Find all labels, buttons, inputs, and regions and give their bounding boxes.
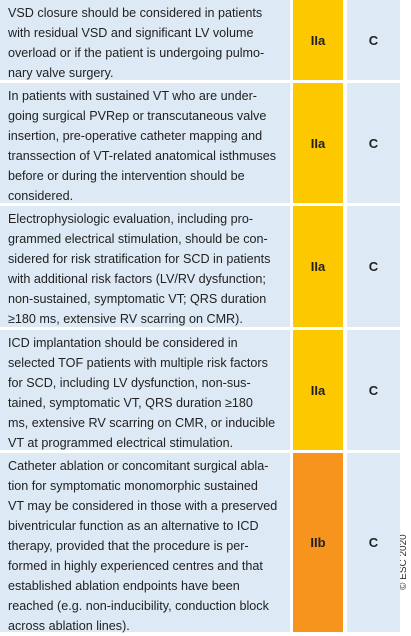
recommendation-text: Electrophysiologic evaluation, including… [0,206,290,327]
text-line: Catheter ablation or concomitant surgica… [8,459,269,473]
text-line: Electrophysiologic evaluation, including… [8,212,254,226]
text-line: ICD implantation should be considered in [8,336,238,350]
level-cell: C [347,0,400,80]
text-line: therapy, provided that the procedure is … [8,539,249,553]
text-line: VSD closure should be considered in pati… [8,6,263,20]
table-row: Catheter ablation or concomitant surgica… [0,453,400,633]
recommendation-text: ICD implantation should be considered in… [0,330,290,450]
text-line: considered. [8,189,74,203]
table-row: In patients with sustained VT who are un… [0,83,400,203]
table-row: Electrophysiologic evaluation, including… [0,206,400,327]
level-cell: C [347,453,400,632]
class-cell: IIa [293,330,343,450]
table-row: VSD closure should be considered in pati… [0,0,400,80]
level-cell: C [347,330,400,450]
text-line: sidered for risk stratification for SCD … [8,252,271,266]
recommendation-text: In patients with sustained VT who are un… [0,83,290,203]
text-line: going surgical PVRep or transcutaneous v… [8,109,267,123]
text-line: before or during the intervention should… [8,169,245,183]
text-line: VT at programmed electrical stimulation. [8,436,234,450]
text-line: established ablation endpoints have been [8,579,240,593]
recommendation-text: VSD closure should be considered in pati… [0,0,290,80]
class-cell: IIa [293,83,343,203]
text-line: grammed electrical stimulation, should b… [8,232,268,246]
text-line: non-sustained, symptomatic VT; QRS durat… [8,292,267,306]
class-cell: IIa [293,0,343,80]
text-line: with residual VSD and significant LV vol… [8,26,254,40]
text-line: with additional risk factors (LV/RV dysf… [8,272,266,286]
text-line: tion for symptomatic monomorphic sustain… [8,479,258,493]
table-row: ICD implantation should be considered in… [0,330,400,450]
text-line: reached (e.g. non-inducibility, conducti… [8,599,269,613]
text-line: VT may be considered in those with a pre… [8,499,278,513]
text-line: biventricular function as an alternative… [8,519,259,533]
text-line: for SCD, including LV dysfunction, non-s… [8,376,251,390]
class-cell: IIb [293,453,343,632]
text-line: nary valve surgery. [8,66,114,80]
level-cell: C [347,206,400,327]
level-cell: C [347,83,400,203]
text-line: selected TOF patients with multiple risk… [8,356,268,370]
text-line: transsection of VT-related anatomical is… [8,149,277,163]
text-line: tained, symptomatic VT, QRS duration ≥18… [8,396,253,410]
text-line: In patients with sustained VT who are un… [8,89,257,103]
recommendation-text: Catheter ablation or concomitant surgica… [0,453,290,633]
text-line: ms, extensive RV scarring on CMR, or ind… [8,416,276,430]
class-cell: IIa [293,206,343,327]
text-line: ≥180 ms, extensive RV scarring on CMR). [8,312,243,326]
text-line: formed in highly experienced centres and… [8,559,263,573]
text-line: overload or if the patient is undergoing… [8,46,265,60]
text-line: across ablation lines). [8,619,130,633]
text-line: insertion, pre-operative catheter mappin… [8,129,263,143]
